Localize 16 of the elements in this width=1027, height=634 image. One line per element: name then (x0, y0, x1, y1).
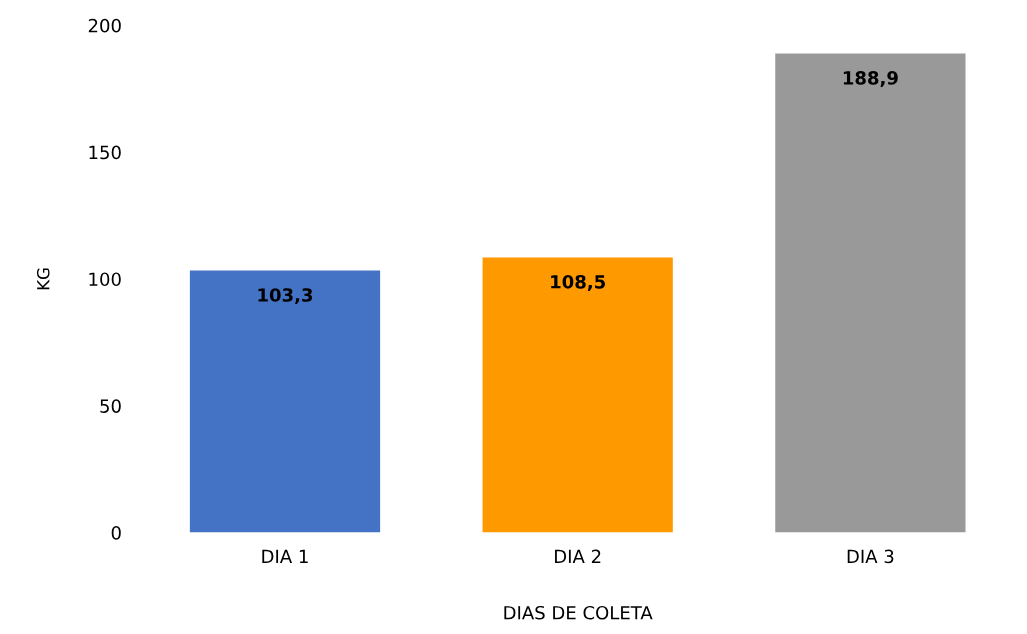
data-label: 188,9 (843, 71, 898, 88)
data-label: 108,5 (551, 274, 605, 291)
x-tick-label: DIA 2 (555, 549, 601, 563)
x-axis-title: DIAS DE COLETA (504, 605, 653, 620)
bar (775, 53, 966, 533)
y-tick-label: 50 (100, 399, 121, 413)
y-tick-label: 0 (111, 526, 121, 540)
bar (189, 270, 381, 533)
data-label: 103,3 (258, 288, 313, 305)
y-axis-title: KG (36, 268, 50, 290)
x-tick-label: DIA 1 (262, 549, 308, 563)
y-tick-label: 150 (89, 145, 121, 160)
bar (482, 257, 673, 533)
x-tick-label: DIA 3 (847, 549, 894, 564)
y-tick-label: 200 (88, 18, 121, 33)
y-tick-label: 100 (89, 272, 121, 287)
